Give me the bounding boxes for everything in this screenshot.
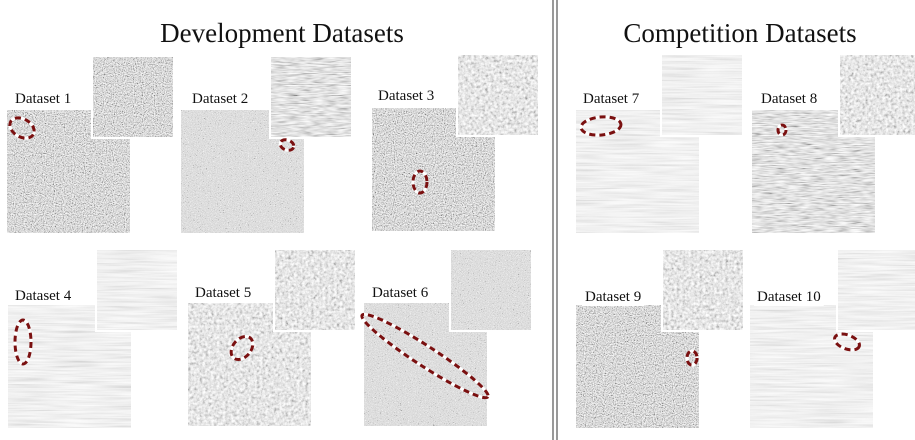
dataset-panel: Dataset 4 [8,248,179,428]
inset-image [663,250,743,330]
dataset-label: Dataset 9 [585,289,641,305]
dataset-label: Dataset 5 [195,285,251,301]
dataset-panel: Dataset 10 [750,248,915,428]
inset-image [275,250,355,330]
dataset-panel: Dataset 6 [357,248,533,426]
inset-image [458,55,538,135]
dataset-label: Dataset 1 [15,91,71,107]
section-title: Competition Datasets [623,18,856,48]
panels: Dataset 1 Dataset 2 Dataset 3 Dataset 4 Data… [6,53,915,428]
dataset-label: Dataset 4 [15,288,72,304]
dataset-label: Dataset 8 [761,91,817,107]
inset-image [97,250,177,330]
dataset-panel: Dataset 7 [576,53,744,233]
dataset-panel: Dataset 5 [188,248,357,426]
inset-image [662,55,742,135]
inset-image [840,55,915,135]
dataset-label: Dataset 7 [583,91,640,107]
inset-image [451,250,531,330]
dataset-panel: Dataset 1 [6,55,175,233]
inset-image [838,250,915,330]
inset-image [271,57,351,137]
dataset-label: Dataset 3 [378,88,434,104]
dataset-label: Dataset 6 [372,285,429,301]
dataset-label: Dataset 10 [757,289,821,305]
inset-image [93,57,173,137]
section-title: Development Datasets [160,18,404,48]
dataset-panel: Dataset 8 [752,53,915,233]
dataset-panel: Dataset 3 [372,53,540,231]
dataset-panel: Dataset 2 [181,55,353,233]
figure: Development Datasets Competition Dataset… [0,0,915,440]
dataset-label: Dataset 2 [192,91,248,107]
dataset-panel: Dataset 9 [576,248,745,428]
